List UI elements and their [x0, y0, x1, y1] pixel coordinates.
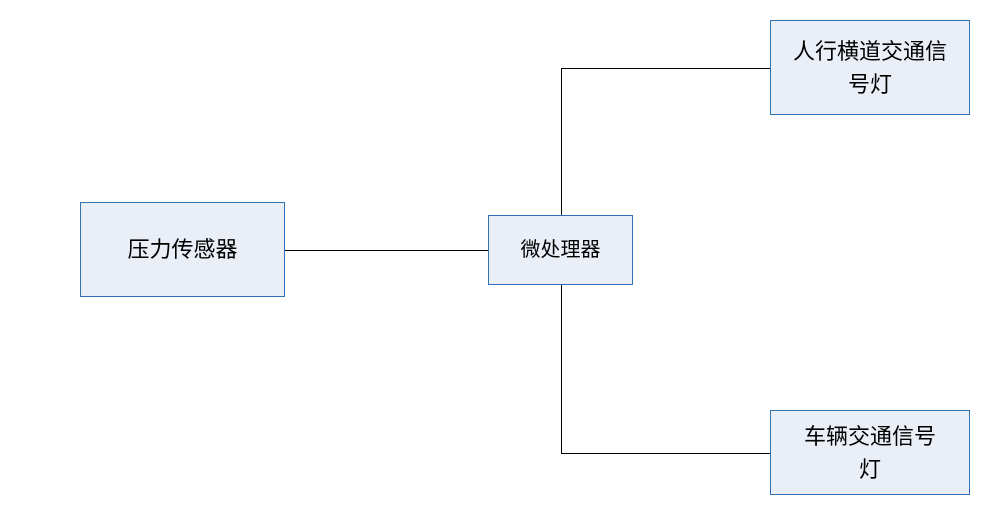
- pedestrian-signal-label: 人行横道交通信 号灯: [793, 35, 947, 101]
- pedestrian-signal-node: 人行横道交通信 号灯: [770, 20, 970, 115]
- microprocessor-node: 微处理器: [488, 215, 633, 285]
- vehicle-signal-label: 车辆交通信号 灯: [804, 420, 936, 486]
- pedestrian-label-line1: 人行横道交通信: [793, 39, 947, 64]
- pedestrian-label-line2: 号灯: [848, 72, 892, 97]
- pressure-sensor-node: 压力传感器: [80, 202, 285, 297]
- edge-to-vehicle-vertical: [561, 285, 562, 453]
- microprocessor-label: 微处理器: [521, 235, 601, 265]
- edge-to-vehicle-horizontal: [561, 453, 771, 454]
- pressure-sensor-label: 压力传感器: [127, 233, 237, 266]
- edge-to-pedestrian-horizontal: [561, 68, 771, 69]
- vehicle-label-line2: 灯: [859, 457, 881, 482]
- edge-to-pedestrian-vertical: [561, 68, 562, 216]
- edge-sensor-processor: [285, 250, 488, 251]
- vehicle-signal-node: 车辆交通信号 灯: [770, 410, 970, 495]
- vehicle-label-line1: 车辆交通信号: [804, 424, 936, 449]
